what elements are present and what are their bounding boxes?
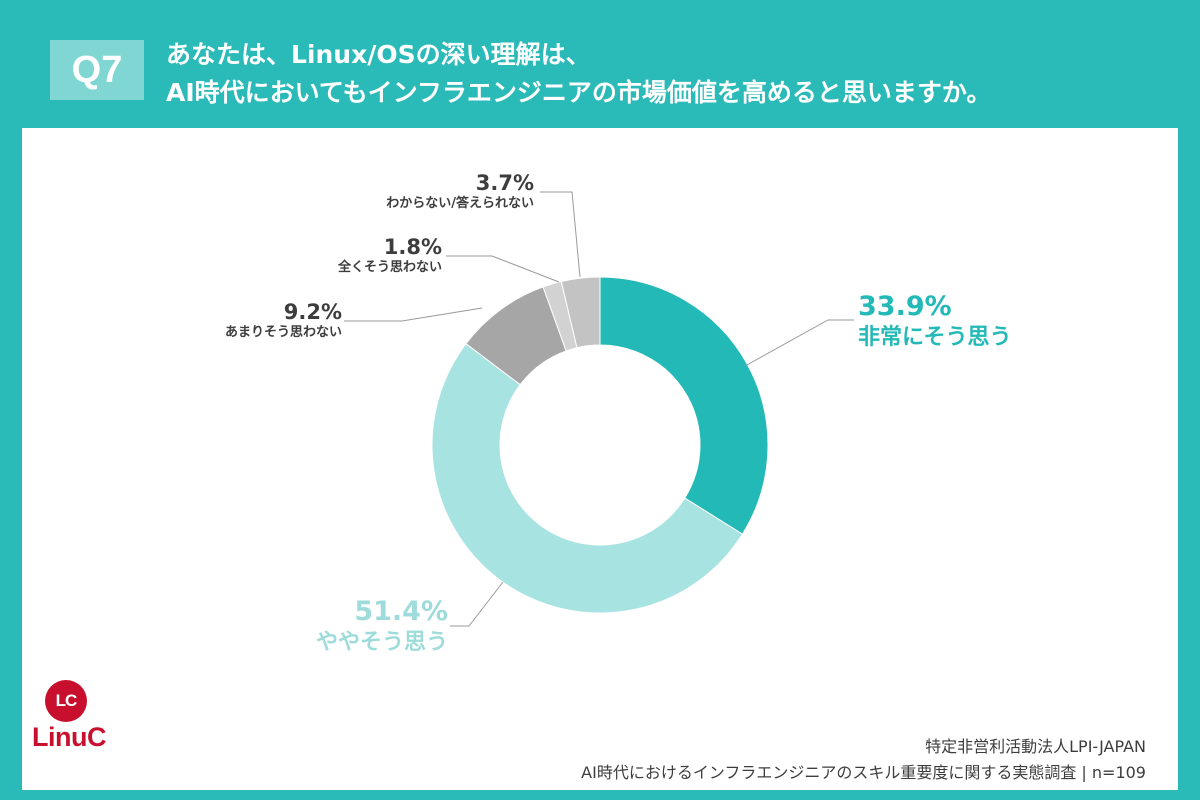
category-label-not-at-all: 全くそう思わない <box>337 260 442 275</box>
leader-line-not-much <box>344 307 483 322</box>
leader-line-very-agree <box>744 319 854 367</box>
source-survey: AI時代におけるインフラエンジニアのスキル重要度に関する実態調査 | n=109 <box>581 763 1146 782</box>
label-not-much: 9.2% あまりそう思わない <box>132 300 342 342</box>
category-label-dont-know: わからない/答えられない <box>386 196 534 211</box>
question-header: Q7 あなたは、Linux/OSの深い理解は、 AI時代においてもインフラエンジ… <box>0 0 1200 128</box>
label-dont-know: 3.7% わからない/答えられない <box>272 171 534 213</box>
linuc-logo-wordmark: LinuC <box>32 722 106 752</box>
linuc-logo: LC LinuC <box>32 680 112 760</box>
question-title-line-1: あなたは、Linux/OSの深い理解は、 <box>166 40 591 69</box>
question-number-badge: Q7 <box>50 40 144 100</box>
label-not-at-all: 1.8% 全くそう思わない <box>232 235 442 277</box>
slice-dont-know <box>560 276 601 349</box>
slice-very-agree <box>599 276 769 535</box>
label-somewhat-agree: 51.4% ややそう思う <box>288 596 448 658</box>
value-label-dont-know: 3.7% <box>475 171 534 195</box>
category-label-very-agree: 非常にそう思う <box>858 325 1012 350</box>
leader-line-somewhat-agree <box>450 581 504 627</box>
label-very-agree: 33.9% 非常にそう思う <box>858 291 1012 353</box>
leader-line-not-at-all <box>446 255 560 283</box>
value-label-not-much: 9.2% <box>283 300 342 324</box>
leader-line-dont-know <box>540 191 581 278</box>
value-label-somewhat-agree: 51.4% <box>354 596 448 627</box>
slice-somewhat-agree <box>431 343 744 614</box>
donut-chart <box>344 191 854 627</box>
source-organization: 特定非営利活動法人LPI-JAPAN <box>925 737 1146 756</box>
source-note: 特定非営利活動法人LPI-JAPAN AI時代におけるインフラエンジニアのスキル… <box>581 734 1146 786</box>
linuc-logo-mark: LC <box>45 680 87 722</box>
question-title: あなたは、Linux/OSの深い理解は、 AI時代においてもインフラエンジニアの… <box>166 36 1176 112</box>
category-label-not-much: あまりそう思わない <box>224 325 342 340</box>
value-label-very-agree: 33.9% <box>858 291 952 322</box>
value-label-not-at-all: 1.8% <box>383 235 442 259</box>
chart-card: 33.9% 非常にそう思う 51.4% ややそう思う 9.2% あまりそう思わな… <box>22 128 1178 790</box>
category-label-somewhat-agree: ややそう思う <box>315 630 448 655</box>
question-title-line-2: AI時代においてもインフラエンジニアの市場価値を高めると思いますか。 <box>166 78 992 107</box>
